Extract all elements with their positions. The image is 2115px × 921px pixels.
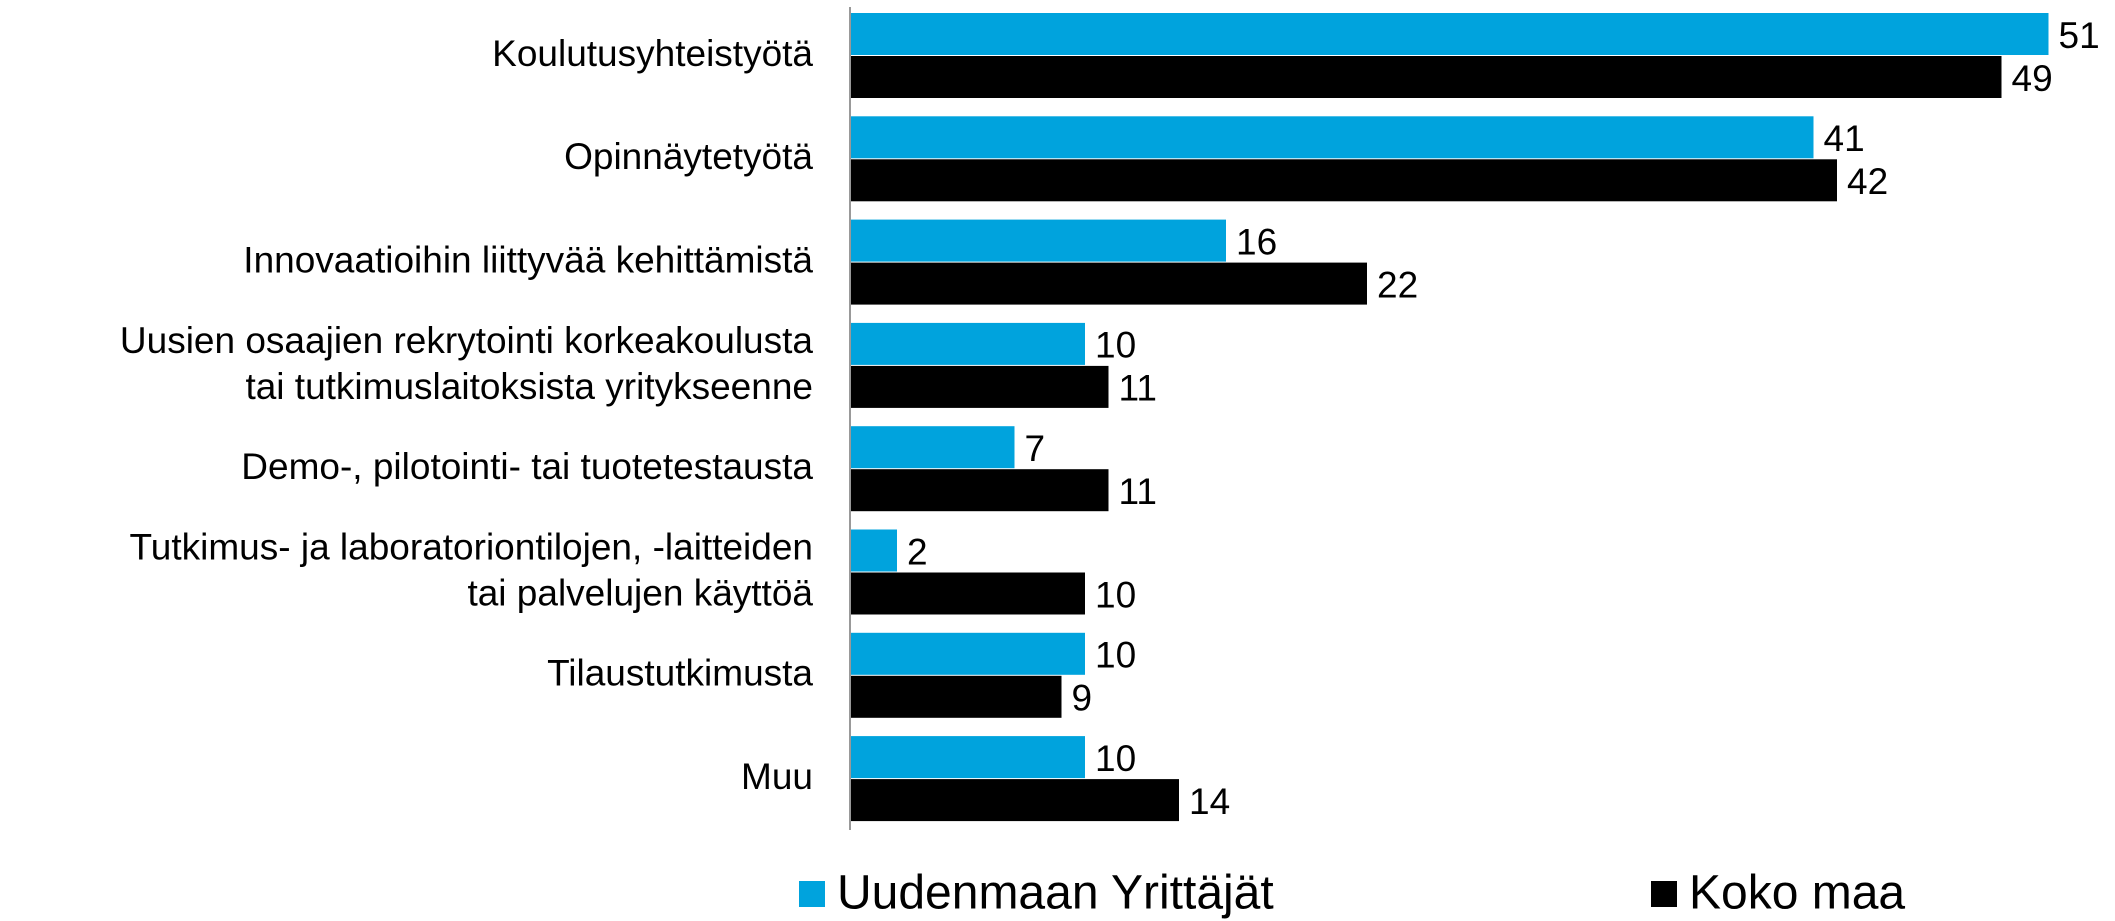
category-label: Opinnäytetyötä [564, 136, 813, 177]
value-label: 10 [1095, 635, 1136, 676]
category-label: Tilaustutkimusta [547, 653, 813, 694]
bar [850, 426, 1015, 469]
value-label: 42 [1847, 161, 1888, 202]
value-label: 11 [1119, 368, 1157, 409]
value-label: 11 [1119, 471, 1157, 512]
category-label: Muu [741, 756, 813, 797]
value-label: 10 [1095, 738, 1136, 779]
bar [850, 675, 1062, 718]
value-label: 14 [1189, 781, 1230, 822]
bar [850, 779, 1179, 822]
bar [850, 116, 1814, 159]
value-label: 51 [2059, 15, 2100, 56]
value-label: 10 [1095, 574, 1136, 615]
legend-label: Koko maa [1689, 867, 1905, 920]
category-label: Demo-, pilotointi- tai tuotetestausta [241, 446, 813, 487]
value-label: 41 [1824, 118, 1865, 159]
value-label: 7 [1025, 428, 1046, 469]
category-label: Uusien osaajien rekrytointi korkeakoulus… [120, 320, 814, 407]
value-label: 22 [1377, 264, 1418, 305]
bar [850, 56, 2002, 98]
value-label: 2 [907, 531, 928, 572]
category-label: Tutkimus- ja laboratoriontilojen, -laitt… [130, 526, 814, 613]
legend-label: Uudenmaan Yrittäjät [837, 867, 1274, 920]
legend-swatch [1651, 881, 1677, 907]
value-label: 10 [1095, 325, 1136, 366]
value-label: 9 [1072, 678, 1093, 719]
bar [850, 469, 1109, 512]
bar [850, 365, 1109, 408]
bar [850, 529, 897, 572]
bar [850, 262, 1367, 305]
category-label: Koulutusyhteistyötä [492, 33, 813, 74]
bar [850, 322, 1085, 365]
bar [850, 219, 1226, 262]
legend-swatch [799, 881, 825, 907]
bar [850, 572, 1085, 615]
bar [850, 736, 1085, 779]
bar [850, 632, 1085, 675]
bar [850, 159, 1837, 202]
category-label: Innovaatioihin liittyvää kehittämistä [243, 239, 813, 280]
value-label: 16 [1236, 221, 1277, 262]
value-label: 49 [2012, 58, 2053, 99]
bar [850, 13, 2049, 55]
